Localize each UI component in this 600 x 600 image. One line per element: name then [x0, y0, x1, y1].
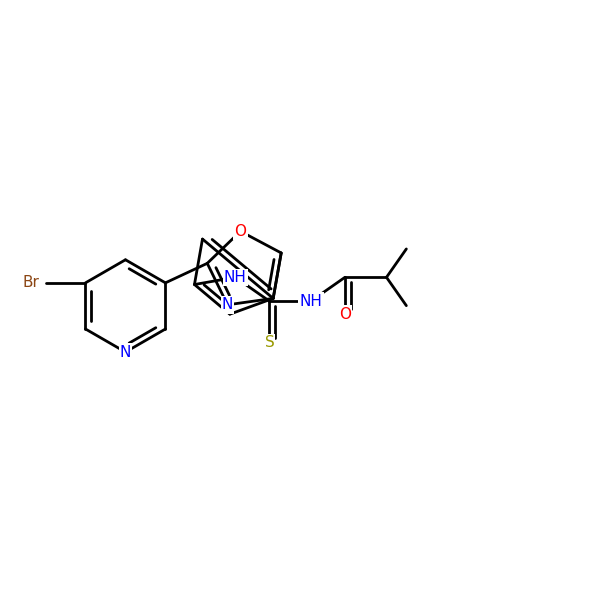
Text: NH: NH [224, 270, 247, 285]
Text: Br: Br [22, 275, 39, 290]
Text: N: N [222, 298, 233, 313]
Text: O: O [235, 224, 247, 239]
Text: NH: NH [299, 293, 322, 308]
Text: S: S [265, 335, 274, 350]
Text: N: N [120, 344, 131, 359]
Text: O: O [339, 307, 351, 322]
